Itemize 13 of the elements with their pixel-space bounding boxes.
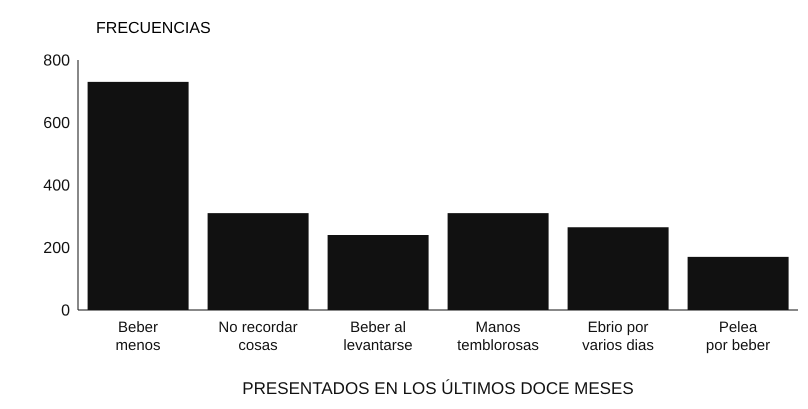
x-tick-label: Manos temblorosas <box>457 319 539 354</box>
x-tick-label: Beber menos <box>115 319 161 354</box>
y-tick-label: 0 <box>61 302 70 320</box>
x-tick-label: Ebrio por varios dias <box>582 319 654 354</box>
x-axis-title: PRESENTADOS EN LOS ÚLTIMOS DOCE MESES <box>242 379 634 398</box>
x-tick-label: Beber al levantarse <box>343 319 413 354</box>
y-tick-label: 400 <box>43 178 70 195</box>
y-axis-title: FRECUENCIAS <box>96 20 211 38</box>
x-tick-label: Pelea por beber <box>706 319 770 354</box>
y-tick-label: 200 <box>43 240 70 258</box>
x-tick-label: No recordar cosas <box>218 319 298 354</box>
y-tick-label: 800 <box>43 52 70 70</box>
y-tick-label: 600 <box>43 115 70 132</box>
